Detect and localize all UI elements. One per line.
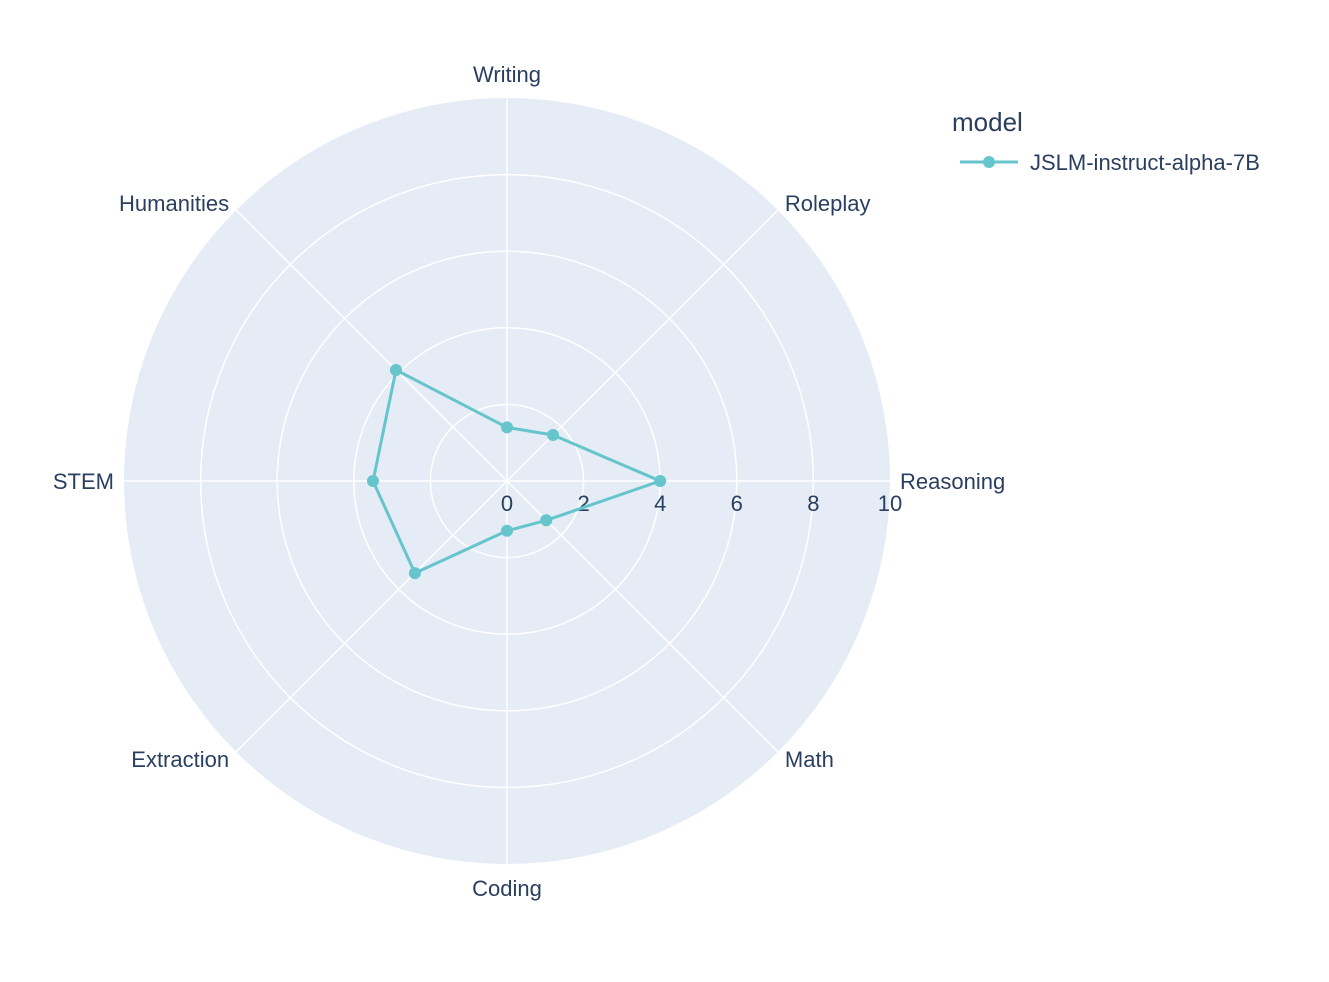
data-point[interactable]	[654, 475, 667, 487]
spoke-line	[235, 480, 508, 753]
legend-items[interactable]: JSLM-instruct-alpha-7B	[960, 150, 1260, 175]
radial-tick-label: 6	[731, 491, 743, 516]
series-layer	[366, 363, 667, 580]
legend-title: model	[952, 107, 1023, 137]
category-label: Math	[785, 747, 834, 772]
category-label: Extraction	[131, 747, 229, 772]
spoke-line	[235, 209, 508, 482]
data-point[interactable]	[366, 475, 379, 487]
legend-entry-label[interactable]: JSLM-instruct-alpha-7B	[1030, 150, 1260, 175]
radial-tick-label: 4	[654, 491, 666, 516]
legend-marker-swatch	[983, 156, 995, 168]
category-label: Reasoning	[900, 469, 1005, 494]
data-point[interactable]	[408, 567, 421, 580]
data-point[interactable]	[389, 363, 402, 376]
category-label: STEM	[53, 469, 114, 494]
radial-tick-labels: 0 2 4 6 8 10	[501, 491, 902, 516]
radial-tick-label: 2	[577, 491, 589, 516]
category-label: Roleplay	[785, 191, 871, 216]
radial-tick-label: 0	[501, 491, 513, 516]
data-point[interactable]	[547, 428, 560, 441]
radial-tick-label: 10	[878, 491, 902, 516]
angular-gridlines	[124, 98, 890, 864]
radial-tick-label: 8	[807, 491, 819, 516]
spoke-line	[506, 480, 779, 753]
legend[interactable]: model JSLM-instruct-alpha-7B	[952, 107, 1260, 175]
category-label: Writing	[473, 62, 541, 87]
category-labels: Writing Roleplay Reasoning Math Coding Extrac…	[53, 62, 1005, 901]
data-point[interactable]	[501, 524, 513, 537]
category-label: Coding	[472, 876, 542, 901]
data-point[interactable]	[540, 514, 553, 527]
category-label: Humanities	[119, 191, 229, 216]
data-point[interactable]	[501, 421, 513, 434]
